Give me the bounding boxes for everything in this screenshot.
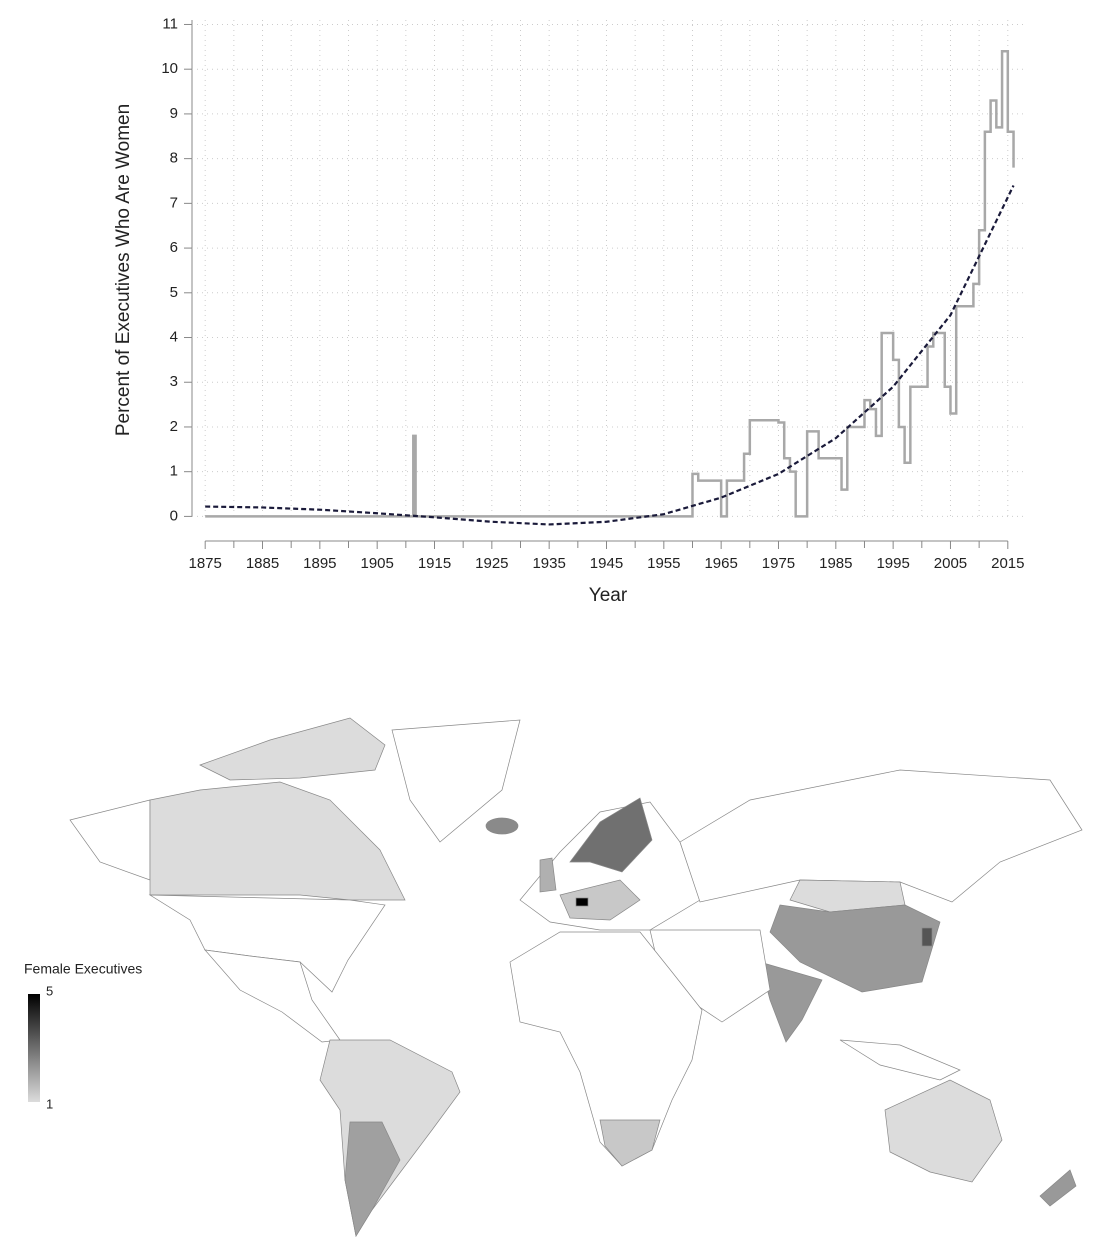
y-tick-label: 6	[170, 239, 178, 256]
x-tick-label: 1995	[876, 555, 909, 572]
legend-label: 5	[46, 983, 53, 998]
y-tick-label: 9	[170, 105, 178, 122]
land	[600, 1120, 660, 1166]
legend-title: Female Executives	[24, 961, 142, 977]
legend-gradient	[28, 994, 40, 1102]
world-map	[70, 718, 1082, 1236]
y-tick-label: 11	[162, 15, 178, 32]
step-line	[205, 51, 1013, 516]
land	[150, 782, 405, 900]
land	[885, 1080, 1002, 1182]
land	[70, 800, 150, 880]
y-tick-label: 8	[170, 150, 178, 167]
x-tick-label: 1985	[819, 555, 852, 572]
land	[200, 718, 385, 780]
x-tick-label: 1885	[246, 555, 279, 572]
land	[320, 1040, 460, 1236]
y-tick-label: 2	[170, 418, 178, 435]
x-tick-label: 1975	[762, 555, 795, 572]
land	[760, 962, 822, 1042]
x-tick-label: 2015	[991, 555, 1024, 572]
page: Year Percent of Executives Who Are Women…	[0, 0, 1097, 1246]
y-tick-label: 10	[161, 60, 178, 77]
x-tick-label: 1965	[704, 555, 737, 572]
land	[922, 928, 932, 946]
y-tick-label: 4	[170, 328, 178, 345]
x-tick-label: 1935	[532, 555, 565, 572]
x-tick-label: 1895	[303, 555, 336, 572]
x-tick-label: 1925	[475, 555, 508, 572]
legend-label: 1	[46, 1096, 53, 1111]
x-tick-label: 1945	[590, 555, 623, 572]
y-tick-label: 7	[170, 194, 178, 211]
y-tick-label: 0	[170, 507, 178, 524]
land	[576, 898, 588, 906]
land	[486, 818, 518, 834]
x-tick-label: 2005	[934, 555, 967, 572]
x-tick-label: 1875	[188, 555, 221, 572]
y-tick-label: 1	[170, 463, 178, 480]
chart: Year Percent of Executives Who Are Women…	[0, 0, 1097, 1241]
x-tick-label: 1905	[360, 555, 393, 572]
land	[1040, 1170, 1076, 1206]
x-tick-label: 1955	[647, 555, 680, 572]
land	[840, 1040, 960, 1080]
y-axis-title: Percent of Executives Who Are Women	[113, 104, 134, 436]
y-tick-label: 3	[170, 373, 178, 390]
y-tick-label: 5	[170, 284, 178, 301]
x-axis-title: Year	[589, 585, 628, 606]
x-tick-label: 1915	[418, 555, 451, 572]
